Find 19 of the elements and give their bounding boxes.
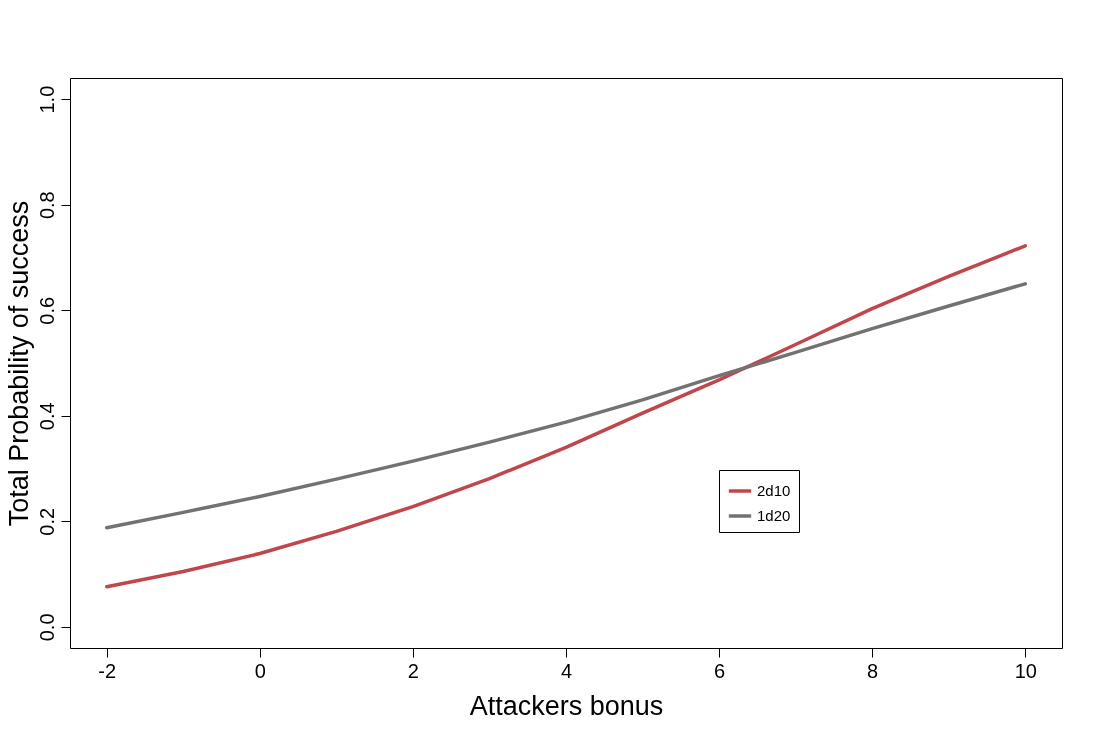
y-axis-title: Total Probability of success xyxy=(3,200,34,527)
y-tick-label: 0.8 xyxy=(35,191,58,220)
x-axis-title: Attackers bonus xyxy=(469,690,664,721)
x-tick-label: 0 xyxy=(254,659,266,682)
line-series xyxy=(104,244,1028,589)
y-tick-label: 1.0 xyxy=(35,85,58,114)
y-tick-label: 0.4 xyxy=(35,402,58,431)
x-tick-label: 2 xyxy=(407,659,419,682)
y-tick-label: 0.2 xyxy=(35,507,58,536)
legend-label: 2d10 xyxy=(757,482,791,499)
line-series xyxy=(104,282,1028,530)
x-tick-label: 8 xyxy=(867,659,879,682)
x-tick-label: 4 xyxy=(560,659,573,682)
x-tick-label: 6 xyxy=(714,659,726,682)
x-tick-label: 10 xyxy=(1014,659,1037,682)
y-tick-label: 0.0 xyxy=(35,613,58,642)
x-tick-label: -2 xyxy=(98,659,117,682)
legend-label: 1d20 xyxy=(757,507,791,524)
y-tick-label: 0.6 xyxy=(35,296,58,325)
